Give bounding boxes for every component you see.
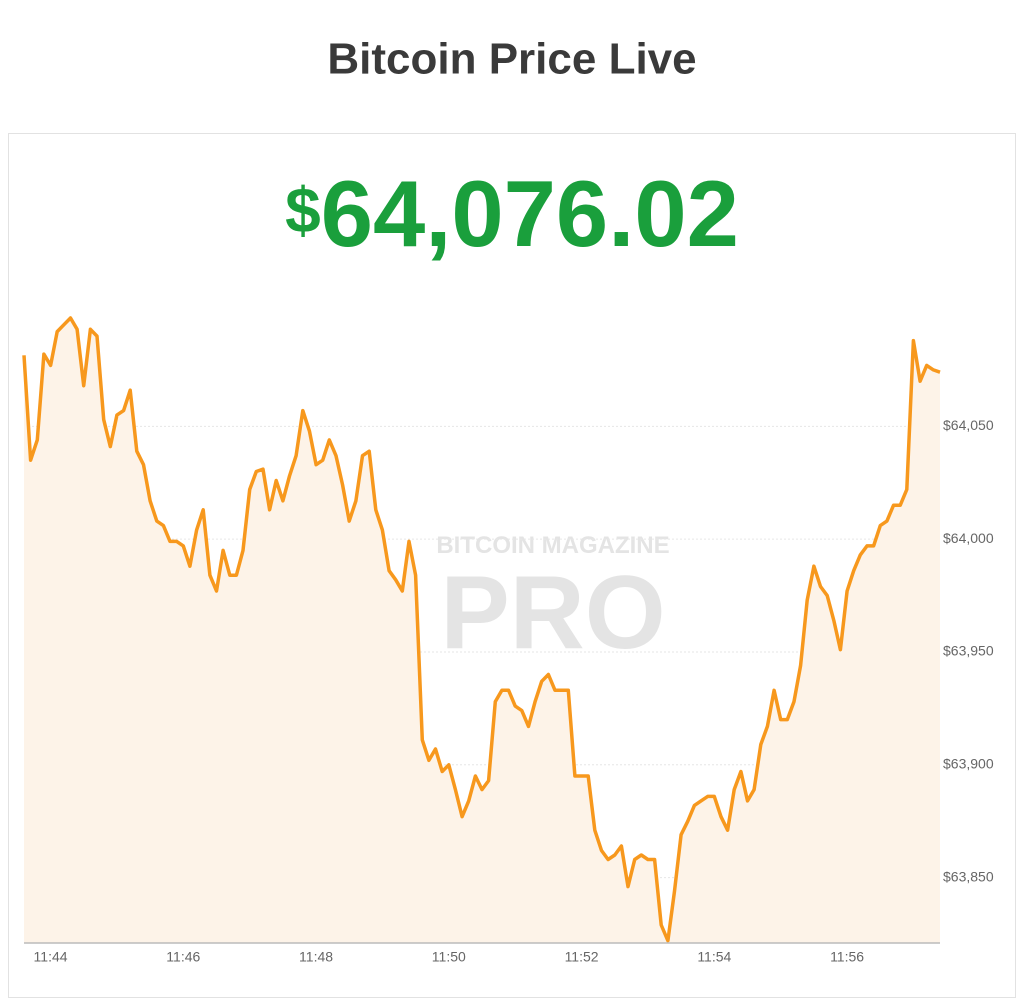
price: $64,076.02 <box>285 161 739 266</box>
price-amount: 64,076.02 <box>321 161 739 266</box>
y-tick-label: $64,000 <box>943 530 994 546</box>
x-tick-label: 11:54 <box>697 949 731 965</box>
x-tick-label: 11:46 <box>166 949 200 965</box>
area-fill <box>24 318 940 943</box>
x-tick-label: 11:56 <box>830 949 864 965</box>
y-tick-label: $63,900 <box>943 755 994 771</box>
price-currency: $ <box>285 174 321 246</box>
x-tick-label: 11:48 <box>299 949 333 965</box>
x-tick-label: 11:44 <box>34 949 68 965</box>
price-line <box>22 316 941 943</box>
watermark-top: BITCOIN MAGAZINE <box>436 532 669 559</box>
y-tick-label: $63,950 <box>943 643 994 659</box>
y-tick-label: $64,050 <box>943 417 994 433</box>
watermark-main: PRO <box>440 555 665 671</box>
x-tick-label: 11:50 <box>432 949 466 965</box>
y-tick-label: $63,850 <box>943 868 994 884</box>
x-tick-label: 11:52 <box>565 949 599 965</box>
page-title: Bitcoin Price Live <box>327 35 696 84</box>
